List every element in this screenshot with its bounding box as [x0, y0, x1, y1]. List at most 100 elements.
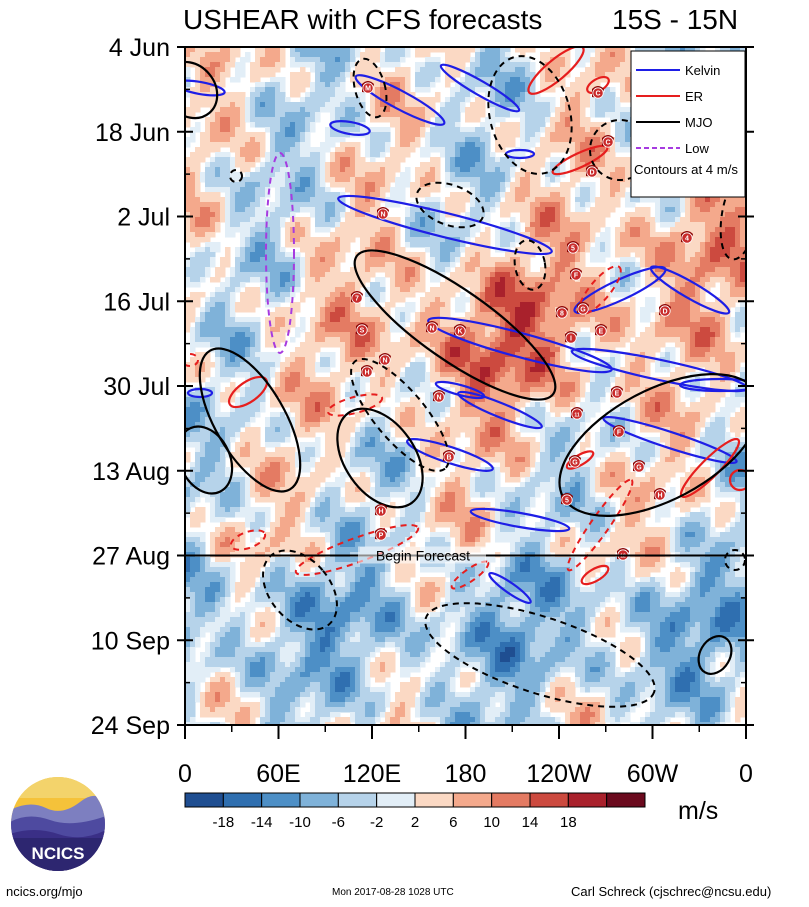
heatmap-cell	[735, 222, 741, 228]
heatmap-cell	[250, 122, 256, 128]
heatmap-cell	[595, 77, 601, 83]
heatmap-cell	[340, 97, 346, 103]
heatmap-cell	[515, 187, 521, 193]
heatmap-cell	[505, 297, 511, 303]
heatmap-cell	[260, 202, 266, 208]
heatmap-cell	[210, 122, 216, 128]
heatmap-cell	[565, 87, 571, 93]
heatmap-cell	[315, 112, 321, 118]
heatmap-cell	[495, 292, 501, 298]
heatmap-cell	[300, 67, 306, 73]
heatmap-cell	[430, 72, 436, 78]
heatmap-cell	[505, 137, 511, 143]
heatmap-cell	[560, 277, 566, 283]
heatmap-cell	[350, 227, 356, 233]
heatmap-cell	[315, 187, 321, 193]
heatmap-cell	[340, 182, 346, 188]
heatmap-cell	[720, 247, 726, 253]
heatmap-cell	[535, 217, 541, 223]
heatmap-cell	[465, 267, 471, 273]
heatmap-cell	[675, 277, 681, 283]
heatmap-cell	[575, 197, 581, 203]
heatmap-cell	[370, 272, 376, 278]
heatmap-cell	[525, 287, 531, 293]
heatmap-cell	[580, 72, 586, 78]
heatmap-cell	[410, 242, 416, 248]
heatmap-cell	[420, 62, 426, 68]
heatmap-cell	[500, 257, 506, 263]
heatmap-cell	[480, 197, 486, 203]
heatmap-cell	[580, 247, 586, 253]
heatmap-cell	[265, 257, 271, 263]
heatmap-cell	[260, 267, 266, 273]
heatmap-cell	[245, 107, 251, 113]
heatmap-cell	[450, 117, 456, 123]
heatmap-cell	[440, 102, 446, 108]
heatmap-cell	[335, 222, 341, 228]
heatmap-cell	[265, 237, 271, 243]
heatmap-cell	[545, 82, 551, 88]
heatmap-cell	[565, 267, 571, 273]
heatmap-cell	[380, 257, 386, 263]
heatmap-cell	[415, 47, 421, 53]
heatmap-cell	[320, 52, 326, 58]
heatmap-cell	[215, 302, 221, 308]
heatmap-cell	[500, 137, 506, 143]
heatmap-cell	[210, 102, 216, 108]
heatmap-cell	[605, 252, 611, 258]
heatmap-cell	[320, 247, 326, 253]
heatmap-cell	[680, 202, 686, 208]
heatmap-cell	[380, 177, 386, 183]
heatmap-cell	[370, 47, 376, 53]
heatmap-cell	[720, 292, 726, 298]
heatmap-cell	[710, 257, 716, 263]
heatmap-cell	[560, 222, 566, 228]
heatmap-cell	[380, 92, 386, 98]
heatmap-cell	[535, 102, 541, 108]
heatmap-cell	[280, 157, 286, 163]
heatmap-cell	[205, 192, 211, 198]
heatmap-cell	[620, 147, 626, 153]
heatmap-cell	[455, 202, 461, 208]
heatmap-cell	[710, 252, 716, 258]
heatmap-cell	[520, 187, 526, 193]
heatmap-cell	[595, 152, 601, 158]
heatmap-cell	[620, 62, 626, 68]
heatmap-cell	[235, 77, 241, 83]
heatmap-cell	[565, 132, 571, 138]
heatmap-cell	[675, 237, 681, 243]
heatmap-cell	[230, 127, 236, 133]
heatmap-cell	[295, 282, 301, 288]
heatmap-cell	[710, 237, 716, 243]
heatmap-cell	[195, 292, 201, 298]
heatmap-cell	[575, 227, 581, 233]
heatmap-cell	[680, 222, 686, 228]
heatmap-cell	[285, 167, 291, 173]
heatmap-cell	[620, 57, 626, 63]
heatmap-cell	[450, 207, 456, 213]
heatmap-cell	[480, 177, 486, 183]
heatmap-cell	[385, 162, 391, 168]
heatmap-cell	[555, 207, 561, 213]
heatmap-cell	[395, 187, 401, 193]
heatmap-cell	[625, 157, 631, 163]
heatmap-cell	[420, 167, 426, 173]
heatmap-cell	[290, 157, 296, 163]
heatmap-cell	[290, 117, 296, 123]
heatmap-cell	[195, 72, 201, 78]
heatmap-cell	[595, 167, 601, 173]
heatmap-cell	[360, 237, 366, 243]
heatmap-cell	[265, 232, 271, 238]
heatmap-cell	[240, 142, 246, 148]
heatmap-cell	[515, 247, 521, 253]
heatmap-cell	[645, 262, 651, 268]
heatmap-cell	[485, 77, 491, 83]
heatmap-cell	[485, 262, 491, 268]
heatmap-cell	[610, 62, 616, 68]
heatmap-cell	[470, 282, 476, 288]
heatmap-cell	[665, 207, 671, 213]
heatmap-cell	[560, 137, 566, 143]
heatmap-cell	[480, 232, 486, 238]
heatmap-cell	[550, 132, 556, 138]
heatmap-cell	[530, 192, 536, 198]
